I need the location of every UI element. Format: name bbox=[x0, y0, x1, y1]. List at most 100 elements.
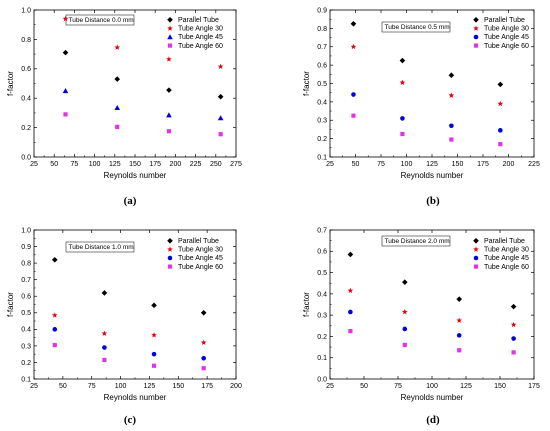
x-tick-label: 50 bbox=[360, 383, 368, 390]
x-tick-label: 175 bbox=[149, 161, 161, 168]
y-tick-label: 0.4 bbox=[21, 96, 31, 103]
data-point bbox=[101, 290, 108, 296]
x-tick-label: 100 bbox=[401, 161, 413, 168]
x-tick-label: 225 bbox=[528, 161, 540, 168]
legend-marker bbox=[473, 238, 479, 244]
data-point bbox=[114, 44, 121, 50]
x-tick-label: 50 bbox=[59, 383, 67, 390]
x-tick-label: 200 bbox=[503, 161, 515, 168]
x-axis-label: Reynolds number bbox=[401, 171, 464, 180]
data-point bbox=[351, 92, 356, 97]
y-tick-label: 0.2 bbox=[21, 125, 31, 132]
y-tick-label: 0.6 bbox=[317, 63, 327, 70]
data-point bbox=[456, 296, 462, 302]
annotation-text: Tube Distance 0.0 mm bbox=[69, 17, 134, 24]
x-tick-label: 125 bbox=[144, 383, 156, 390]
annotation-box bbox=[381, 235, 451, 247]
y-tick-label: 0.4 bbox=[317, 291, 327, 298]
x-tick-label: 200 bbox=[170, 161, 182, 168]
legend-marker bbox=[473, 34, 479, 40]
data-point bbox=[151, 351, 157, 357]
x-tick-label: 150 bbox=[452, 161, 464, 168]
x-tick-label: 25 bbox=[326, 161, 334, 168]
series-parallel bbox=[350, 20, 504, 88]
data-point bbox=[217, 93, 224, 100]
annotation-text: Tube Distance 2.0 mm bbox=[385, 238, 450, 245]
legend-label: Parallel Tube bbox=[178, 238, 219, 245]
data-point bbox=[102, 345, 107, 350]
y-axis-label: f-factor bbox=[6, 71, 15, 96]
chart-panel-2: 25 50 75 100 125 150 175 200 225 0.1 0.2 0.3 0.4 0.5 0… bbox=[302, 7, 540, 207]
x-tick-label: 225 bbox=[190, 161, 202, 168]
legend-label: Parallel Tube bbox=[484, 238, 525, 245]
data-point bbox=[400, 131, 405, 137]
x-tick-label: 250 bbox=[210, 161, 222, 168]
x-tick-label: 275 bbox=[230, 161, 242, 168]
data-point bbox=[201, 366, 206, 371]
series-angle30 bbox=[347, 287, 517, 328]
y-tick-label: 0.6 bbox=[317, 249, 327, 256]
series-angle60 bbox=[351, 113, 503, 147]
data-point bbox=[52, 342, 57, 348]
data-point bbox=[348, 329, 353, 334]
data-point bbox=[449, 123, 454, 129]
annotation-box bbox=[65, 241, 135, 253]
series-angle60 bbox=[52, 342, 206, 371]
data-point bbox=[62, 88, 69, 94]
series-angle45 bbox=[62, 88, 224, 121]
x-tick-label: 75 bbox=[71, 161, 79, 168]
data-point bbox=[350, 20, 357, 27]
y-axis-label: f-factor bbox=[302, 71, 311, 96]
y-tick-label: 0.3 bbox=[21, 343, 31, 350]
data-point bbox=[63, 112, 68, 117]
data-point bbox=[348, 309, 353, 315]
y-tick-label: 0.7 bbox=[317, 227, 327, 234]
panel-caption: (d) bbox=[426, 414, 440, 426]
x-tick-label: 175 bbox=[528, 383, 540, 390]
x-tick-label: 100 bbox=[115, 383, 127, 390]
data-point bbox=[217, 115, 224, 121]
legend-label: Tube Angle 60 bbox=[178, 264, 223, 271]
data-point bbox=[457, 348, 462, 353]
data-point bbox=[351, 113, 356, 118]
data-point bbox=[497, 100, 504, 107]
legend-label: Tube Angle 60 bbox=[178, 43, 223, 50]
legend-label: Parallel Tube bbox=[178, 17, 219, 24]
data-point bbox=[350, 43, 357, 50]
series-angle60 bbox=[63, 112, 223, 137]
data-point bbox=[51, 257, 58, 263]
series-angle30 bbox=[62, 15, 224, 70]
x-tick-label: 25 bbox=[30, 383, 38, 390]
y-tick-label: 0.2 bbox=[317, 334, 327, 341]
y-tick-label: 0.0 bbox=[317, 376, 327, 383]
data-point bbox=[510, 321, 517, 328]
y-tick-label: 1.0 bbox=[21, 227, 31, 234]
data-point bbox=[347, 251, 354, 258]
data-point bbox=[218, 132, 223, 137]
legend-marker bbox=[167, 255, 173, 261]
legend-label: Tube Angle 60 bbox=[484, 43, 529, 50]
annotation-box bbox=[381, 21, 451, 33]
data-point bbox=[510, 303, 517, 310]
y-tick-label: 0.3 bbox=[317, 118, 327, 125]
legend-marker bbox=[167, 238, 173, 244]
panel-caption: (b) bbox=[426, 195, 440, 207]
data-point bbox=[401, 308, 408, 315]
legend-label: Tube Angle 30 bbox=[484, 26, 529, 33]
x-tick-label: 125 bbox=[460, 383, 472, 390]
data-point bbox=[166, 112, 172, 118]
series-parallel bbox=[347, 251, 517, 310]
data-point bbox=[166, 87, 172, 93]
legend-label: Tube Angle 30 bbox=[178, 247, 223, 254]
x-axis-label: Reynolds number bbox=[401, 393, 464, 402]
y-tick-label: 0.8 bbox=[21, 261, 31, 268]
data-point bbox=[511, 350, 516, 355]
y-tick-label: 0.7 bbox=[21, 277, 31, 284]
data-point bbox=[51, 312, 58, 318]
series-parallel bbox=[62, 49, 224, 100]
legend-label: Tube Angle 45 bbox=[484, 34, 529, 41]
x-tick-label: 50 bbox=[352, 161, 360, 168]
y-tick-label: 0.4 bbox=[21, 327, 31, 334]
